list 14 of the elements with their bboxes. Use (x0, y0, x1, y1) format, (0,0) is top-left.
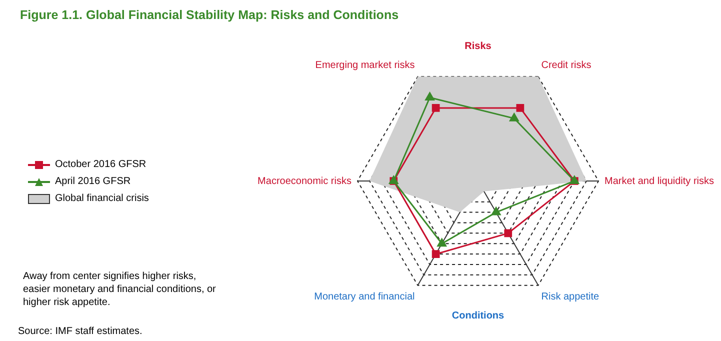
text: Risks (464, 41, 492, 52)
legend-label: Global financial crisis (55, 193, 149, 204)
spoke-label: Market and liquidity risks (604, 176, 714, 187)
text: Conditions (452, 310, 505, 322)
legend-label: October 2016 GFSR (55, 159, 146, 170)
spoke-label: Monetary and financial (314, 291, 415, 302)
spoke-label: Risk appetite (541, 291, 600, 302)
legend-label: April 2016 GFSR (55, 176, 131, 187)
source-note: Source: IMF staff estimates. (18, 326, 142, 337)
spoke-label: Emerging market risks (315, 60, 415, 72)
chart-title: Figure 1.1. Global Financial Stability Map: Risks and Conditions (20, 8, 399, 22)
spoke-label: Macroeconomic risks (258, 176, 352, 187)
text: Away from center signifies higher risks, easier monetary and financial conditions, or higher risk appetite. (23, 270, 217, 309)
spoke-label: Credit risks (541, 60, 592, 72)
